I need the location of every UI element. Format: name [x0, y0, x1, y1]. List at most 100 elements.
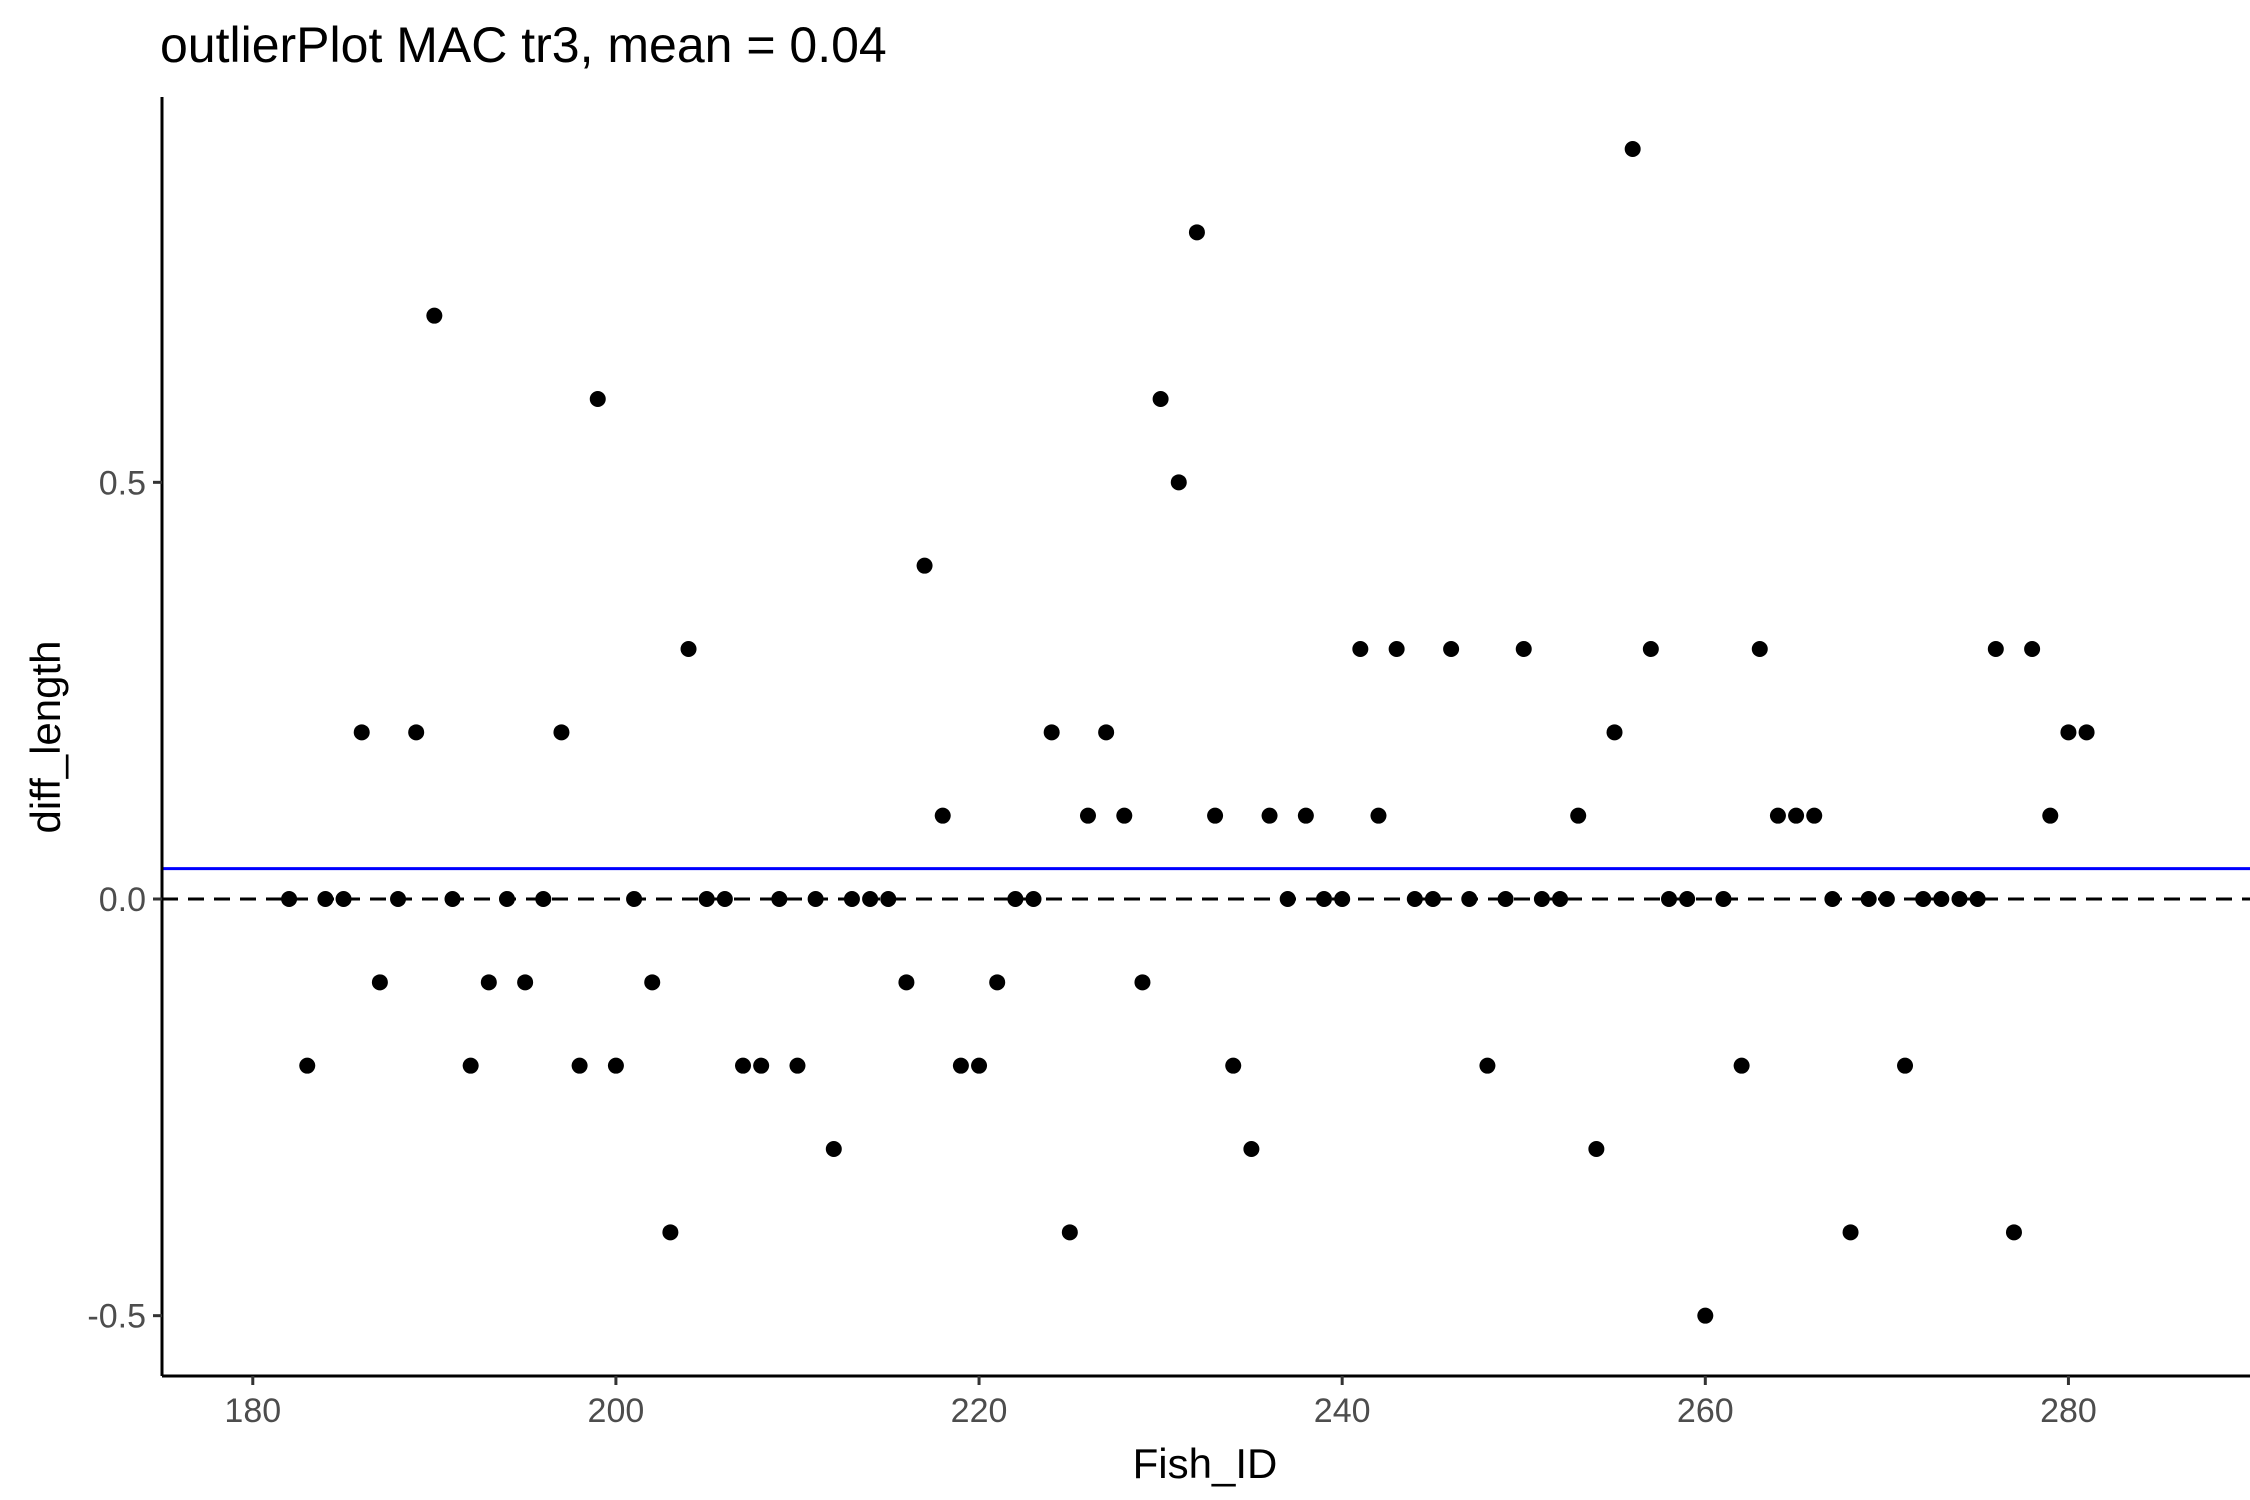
y-tick-label: 0.5: [99, 464, 146, 502]
data-point: [2078, 724, 2095, 741]
data-point: [371, 974, 388, 991]
data-point: [299, 1057, 316, 1074]
data-point: [1624, 141, 1641, 157]
data-point: [1352, 641, 1369, 657]
data-point: [462, 1057, 479, 1074]
data-point: [1061, 1224, 1078, 1241]
data-point: [571, 1057, 588, 1074]
x-axis-title: Fish_ID: [1133, 1440, 1278, 1487]
data-point: [1842, 1224, 1859, 1241]
data-point: [880, 891, 897, 907]
data-point: [2060, 724, 2077, 741]
data-point: [807, 891, 824, 907]
data-point: [535, 891, 552, 907]
data-point: [898, 974, 915, 991]
data-point: [1207, 807, 1224, 824]
data-point: [1915, 891, 1932, 907]
data-point: [1679, 891, 1696, 907]
data-point: [2042, 807, 2059, 824]
data-point: [1261, 807, 1278, 824]
data-point: [771, 891, 788, 907]
data-point: [444, 891, 461, 907]
y-tick-label: -0.5: [87, 1298, 146, 1336]
data-point: [1897, 1057, 1914, 1074]
data-point: [989, 974, 1006, 991]
data-point: [1951, 891, 1968, 907]
data-point: [2005, 1224, 2022, 1241]
data-point: [1570, 807, 1587, 824]
data-point: [1642, 641, 1659, 657]
data-point: [1279, 891, 1296, 907]
data-point: [1079, 807, 1096, 824]
data-point: [1370, 807, 1387, 824]
data-point: [480, 974, 497, 991]
data-point: [1334, 891, 1351, 907]
data-point: [1588, 1141, 1605, 1157]
data-point: [862, 891, 879, 907]
data-point: [1769, 807, 1786, 824]
data-point: [1316, 891, 1333, 907]
data-point: [589, 391, 606, 407]
y-axis-title: diff_length: [22, 640, 69, 833]
data-point: [1188, 224, 1205, 241]
data-point: [753, 1057, 770, 1074]
data-point: [1025, 891, 1042, 907]
data-point: [1170, 474, 1187, 491]
data-point: [843, 891, 860, 907]
data-point: [1660, 891, 1677, 907]
data-point: [1116, 807, 1133, 824]
data-point: [1969, 891, 1986, 907]
data-point: [353, 724, 370, 741]
data-point: [971, 1057, 988, 1074]
data-point: [1388, 641, 1405, 657]
data-point: [1697, 1307, 1714, 1324]
data-point: [735, 1057, 752, 1074]
data-point: [1243, 1141, 1260, 1157]
data-point: [1443, 641, 1460, 657]
data-point: [716, 891, 733, 907]
data-point: [553, 724, 570, 741]
data-point: [1715, 891, 1732, 907]
data-point: [335, 891, 352, 907]
data-point: [644, 974, 661, 991]
data-point: [1733, 1057, 1750, 1074]
data-point: [1878, 891, 1895, 907]
data-point: [607, 1057, 624, 1074]
data-point: [498, 891, 515, 907]
data-point: [789, 1057, 806, 1074]
data-point: [1552, 891, 1569, 907]
data-point: [281, 891, 298, 907]
data-point: [1134, 974, 1151, 991]
data-point: [1043, 724, 1060, 741]
data-point: [1606, 724, 1623, 741]
data-point: [1297, 807, 1314, 824]
x-tick-label: 180: [224, 1392, 281, 1430]
y-tick-label: 0.0: [99, 881, 146, 919]
data-point: [916, 557, 933, 574]
data-point: [408, 724, 425, 741]
data-point: [1933, 891, 1950, 907]
data-point: [825, 1141, 842, 1157]
data-point: [1824, 891, 1841, 907]
data-point: [1497, 891, 1514, 907]
data-point: [1987, 641, 2004, 657]
data-point: [317, 891, 334, 907]
data-point: [662, 1224, 679, 1241]
data-point: [426, 307, 443, 324]
data-point: [698, 891, 715, 907]
y-axis-ticks: -0.5 0.0 0.5: [87, 464, 162, 1336]
x-tick-label: 200: [588, 1392, 645, 1430]
x-tick-label: 260: [1677, 1392, 1734, 1430]
data-point: [517, 974, 534, 991]
data-point: [1788, 807, 1805, 824]
data-point: [1098, 724, 1115, 741]
data-point: [1479, 1057, 1496, 1074]
data-point: [1406, 891, 1423, 907]
plot-area: [162, 141, 2250, 1324]
data-point: [952, 1057, 969, 1074]
data-point: [1225, 1057, 1242, 1074]
data-point: [934, 807, 951, 824]
data-point: [680, 641, 697, 657]
data-point: [1515, 641, 1532, 657]
